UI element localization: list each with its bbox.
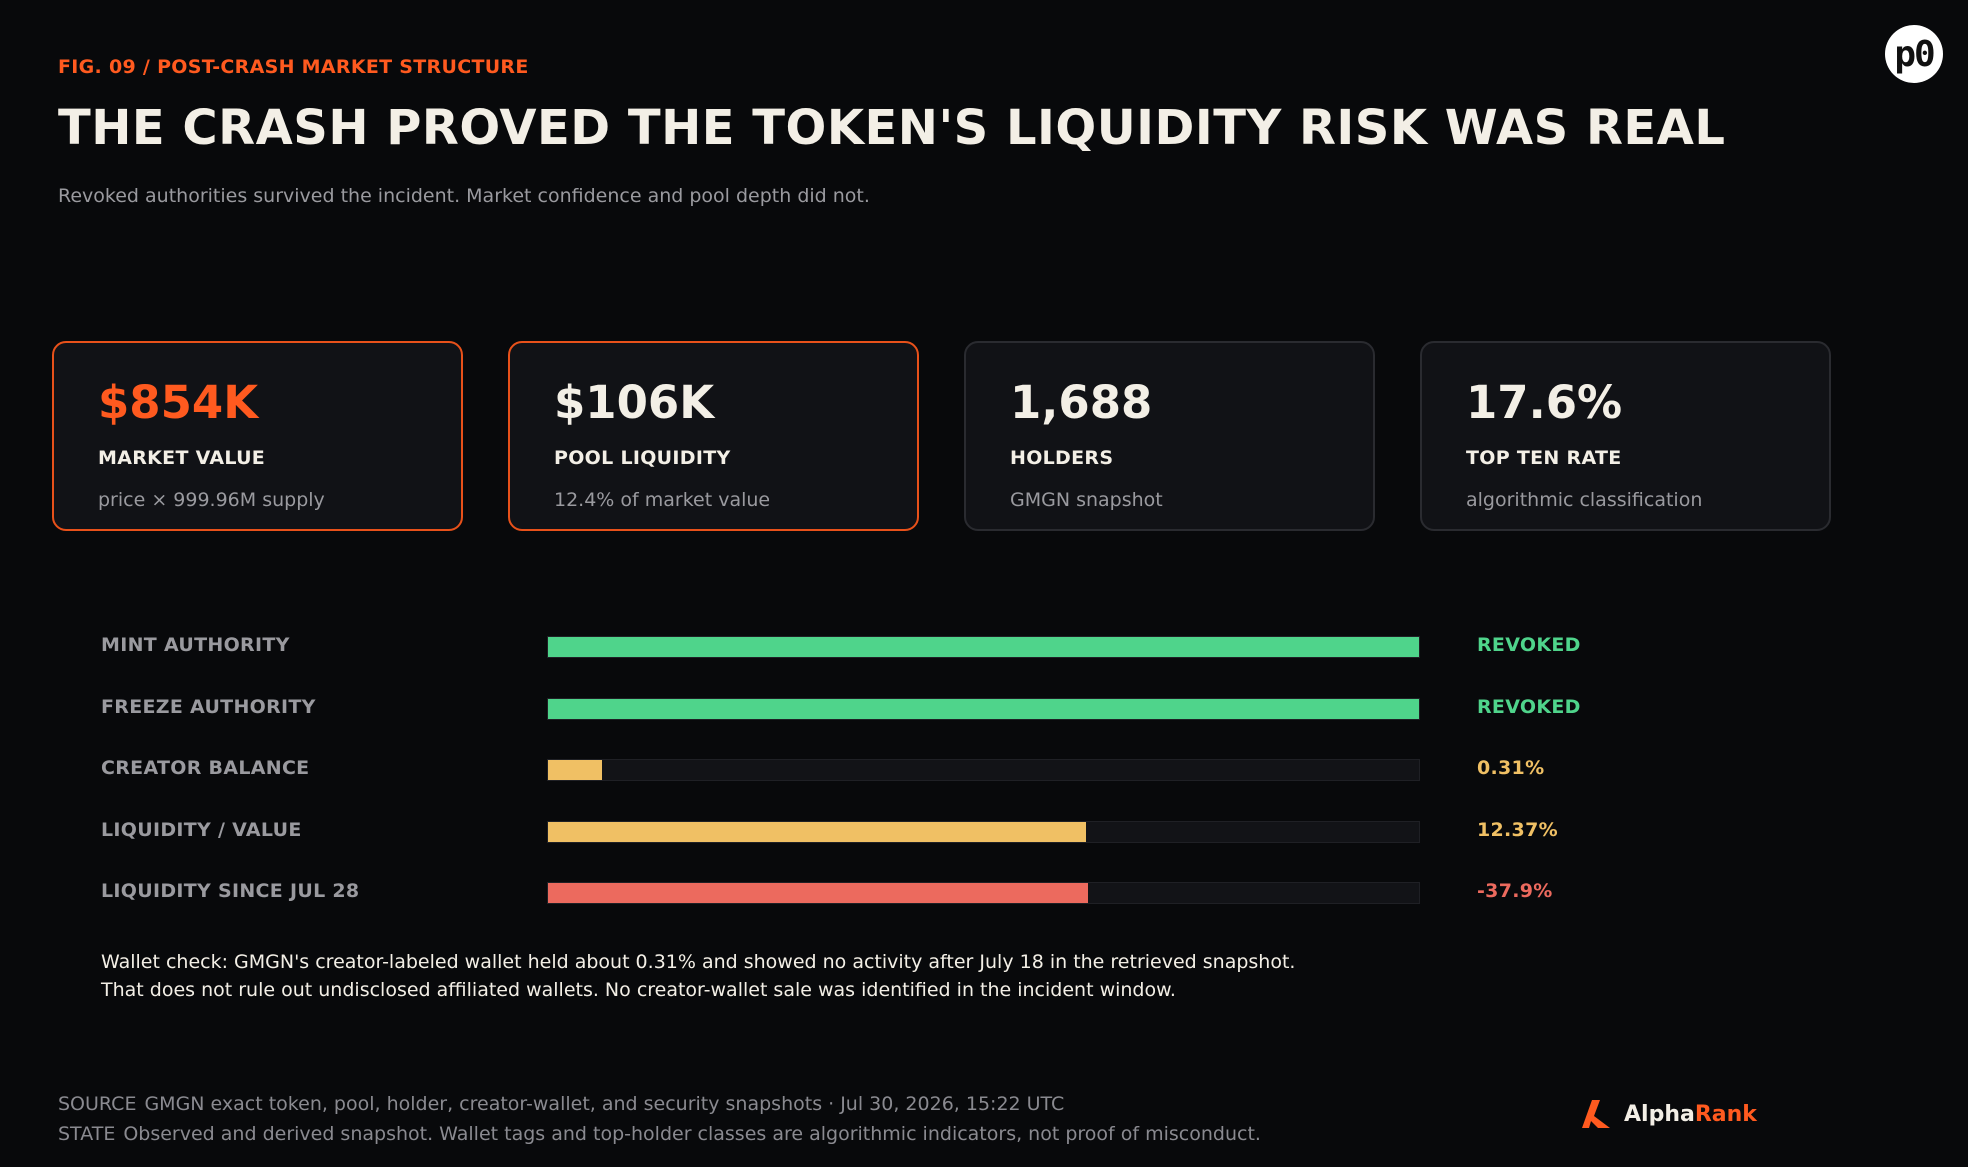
metric-value: $854K [98,376,259,429]
bar-track [547,759,1420,781]
metric-label: POOL LIQUIDITY [554,447,731,469]
bar-value-label: 0.31% [1477,757,1545,779]
bar-track [547,636,1420,658]
bar-track [547,820,1420,843]
state-text: Observed and derived snapshot. Wallet ta… [123,1123,1261,1145]
source-text: GMGN exact token, pool, holder, creator-… [144,1093,1065,1115]
bar-track [547,882,1420,904]
bar-value-label: REVOKED [1477,634,1581,656]
metric-label: MARKET VALUE [98,447,266,469]
bar-category-label: CREATOR BALANCE [101,757,310,779]
source-key: SOURCE [58,1093,137,1115]
metric-label: TOP TEN RATE [1466,447,1622,469]
metric-label: HOLDERS [1010,447,1114,469]
bar-fill [548,698,1419,719]
bar-fill [548,637,1419,657]
metric-note: 12.4% of market value [554,489,771,511]
bar-value-label: 12.37% [1477,818,1558,841]
brand-rank: Rank [1694,1101,1757,1127]
wallet-note: Wallet check: GMGN's creator-labeled wal… [101,948,1295,1004]
wallet-note-line-1: Wallet check: GMGN's creator-labeled wal… [101,951,1296,973]
bar-track [547,697,1420,720]
brand-alpha: Alpha [1624,1101,1695,1127]
metric-note: price × 999.96M supply [98,489,325,511]
metric-card: $106K POOL LIQUIDITY 12.4% of market value [508,341,919,531]
bar-row: MINT AUTHORITY REVOKED [0,632,1968,662]
metric-note: algorithmic classification [1466,489,1703,511]
state-key: STATE [58,1123,116,1145]
footer-source: SOURCE GMGN exact token, pool, holder, cr… [58,1089,1261,1119]
bar-value-label: -37.9% [1477,880,1553,902]
p0-logo-icon: p0 [1885,25,1943,83]
bar-fill [548,883,1089,903]
metric-value: 1,688 [1010,376,1153,429]
bar-value-label: REVOKED [1477,695,1581,718]
bar-category-label: MINT AUTHORITY [101,634,290,656]
bar-category-label: FREEZE AUTHORITY [101,695,316,718]
metric-value: 17.6% [1466,376,1623,429]
metric-card: 17.6% TOP TEN RATE algorithmic classificat… [1420,341,1831,531]
metric-note: GMGN snapshot [1010,489,1163,511]
bar-row: FREEZE AUTHORITY REVOKED [0,694,1968,724]
bar-category-label: LIQUIDITY SINCE JUL 28 [101,880,360,902]
metric-value: $106K [554,376,715,429]
page-subtitle: Revoked authorities survived the inciden… [58,185,870,207]
bar-row: LIQUIDITY / VALUE 12.37% [0,817,1968,847]
page-title: THE CRASH PROVED THE TOKEN'S LIQUIDITY R… [58,100,1726,156]
metric-card: 1,688 HOLDERS GMGN snapshot [964,341,1375,531]
bar-row: LIQUIDITY SINCE JUL 28 -37.9% [0,878,1968,908]
alpharank-logo-icon [1582,1100,1610,1128]
footer-state: STATE Observed and derived snapshot. Wall… [58,1119,1261,1149]
bar-row: CREATOR BALANCE 0.31% [0,755,1968,785]
alpharank-brand: Alpha Rank [1580,1098,1757,1130]
wallet-note-line-2: That does not rule out undisclosed affil… [101,979,1176,1001]
bar-fill [548,760,602,780]
bar-category-label: LIQUIDITY / VALUE [101,818,302,841]
footer: SOURCE GMGN exact token, pool, holder, cr… [58,1089,1261,1149]
bar-fill [548,821,1087,842]
metric-card: $854K MARKET VALUE price × 999.96M supply [52,341,463,531]
figure-kicker: FIG. 09 / POST-CRASH MARKET STRUCTURE [58,56,529,78]
